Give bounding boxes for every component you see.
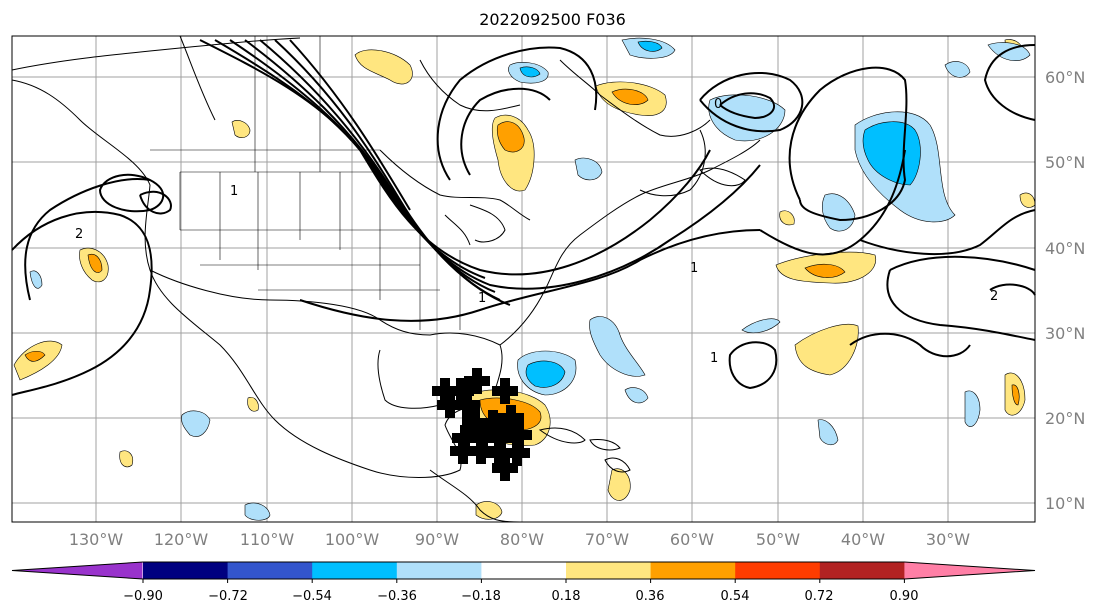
contour-labels: 2 1 1 1 1 2 0 xyxy=(75,97,998,366)
latitude-labels: 60°N 50°N 40°N 30°N 20°N 10°N xyxy=(1045,68,1085,513)
colorbar-segments xyxy=(11,561,1036,583)
colorbar-tick-label: −0.36 xyxy=(377,589,417,604)
colorbar-tick-label: 0.54 xyxy=(721,589,750,604)
longitude-labels: 130°W 120°W 110°W 100°W 90°W 80°W 70°W 6… xyxy=(69,530,970,549)
lon-label: 80°W xyxy=(500,530,544,549)
lon-label: 40°W xyxy=(841,530,885,549)
lon-label: 30°W xyxy=(926,530,970,549)
colorbar-tick-label: −0.72 xyxy=(208,589,248,604)
lon-label: 110°W xyxy=(240,530,295,549)
lat-label: 50°N xyxy=(1045,153,1085,172)
colorbar-tick-label: −0.90 xyxy=(123,589,163,604)
contour-label: 1 xyxy=(710,351,718,366)
lon-label: 50°W xyxy=(756,530,800,549)
colorbar-tick-label: −0.54 xyxy=(292,589,332,604)
contour-label: 1 xyxy=(230,184,238,199)
lon-label: 70°W xyxy=(585,530,629,549)
contour-label: 1 xyxy=(690,261,698,276)
lat-label: 40°N xyxy=(1045,239,1085,258)
colorbar-segment xyxy=(819,562,905,579)
colorbar-extend-high xyxy=(904,562,1035,579)
contour-label: 2 xyxy=(990,289,998,304)
political-boundaries xyxy=(150,36,461,330)
map-frame xyxy=(11,35,1036,523)
colorbar-segment xyxy=(143,562,229,579)
lon-label: 100°W xyxy=(325,530,380,549)
colorbar: −0.90 −0.72 −0.54 −0.36 −0.18 0.18 0.36 … xyxy=(11,561,1036,604)
colorbar-tick-label: −0.18 xyxy=(461,589,501,604)
colorbar-tick-label: 0.36 xyxy=(636,589,665,604)
lon-label: 60°W xyxy=(670,530,714,549)
colorbar-extend-low xyxy=(12,562,143,579)
colorbar-segment xyxy=(312,562,398,579)
lat-label: 10°N xyxy=(1045,494,1085,513)
colorbar-segment xyxy=(650,562,736,579)
height-contours xyxy=(11,39,1036,396)
storm-track-markers xyxy=(432,368,532,481)
colorbar-segment xyxy=(735,562,821,579)
lat-label: 30°N xyxy=(1045,324,1085,343)
anomaly-shading xyxy=(13,37,1036,521)
colorbar-tick-label: 0.90 xyxy=(890,589,919,604)
colorbar-segment xyxy=(396,562,482,579)
lon-label: 120°W xyxy=(154,530,209,549)
contour-label: 2 xyxy=(75,227,83,242)
colorbar-segment xyxy=(481,562,567,579)
contour-label: 1 xyxy=(478,291,486,306)
lon-label: 90°W xyxy=(415,530,459,549)
colorbar-ticks: −0.90 −0.72 −0.54 −0.36 −0.18 0.18 0.36 … xyxy=(123,589,918,604)
lat-label: 20°N xyxy=(1045,409,1085,428)
colorbar-tick-label: 0.72 xyxy=(805,589,834,604)
colorbar-segment xyxy=(566,562,652,579)
colorbar-segment xyxy=(227,562,313,579)
contour-label: 0 xyxy=(714,97,722,112)
lon-label: 130°W xyxy=(69,530,124,549)
map-title: 2022092500 F036 xyxy=(479,10,626,29)
colorbar-tick-label: 0.18 xyxy=(552,589,581,604)
lat-label: 60°N xyxy=(1045,68,1085,87)
